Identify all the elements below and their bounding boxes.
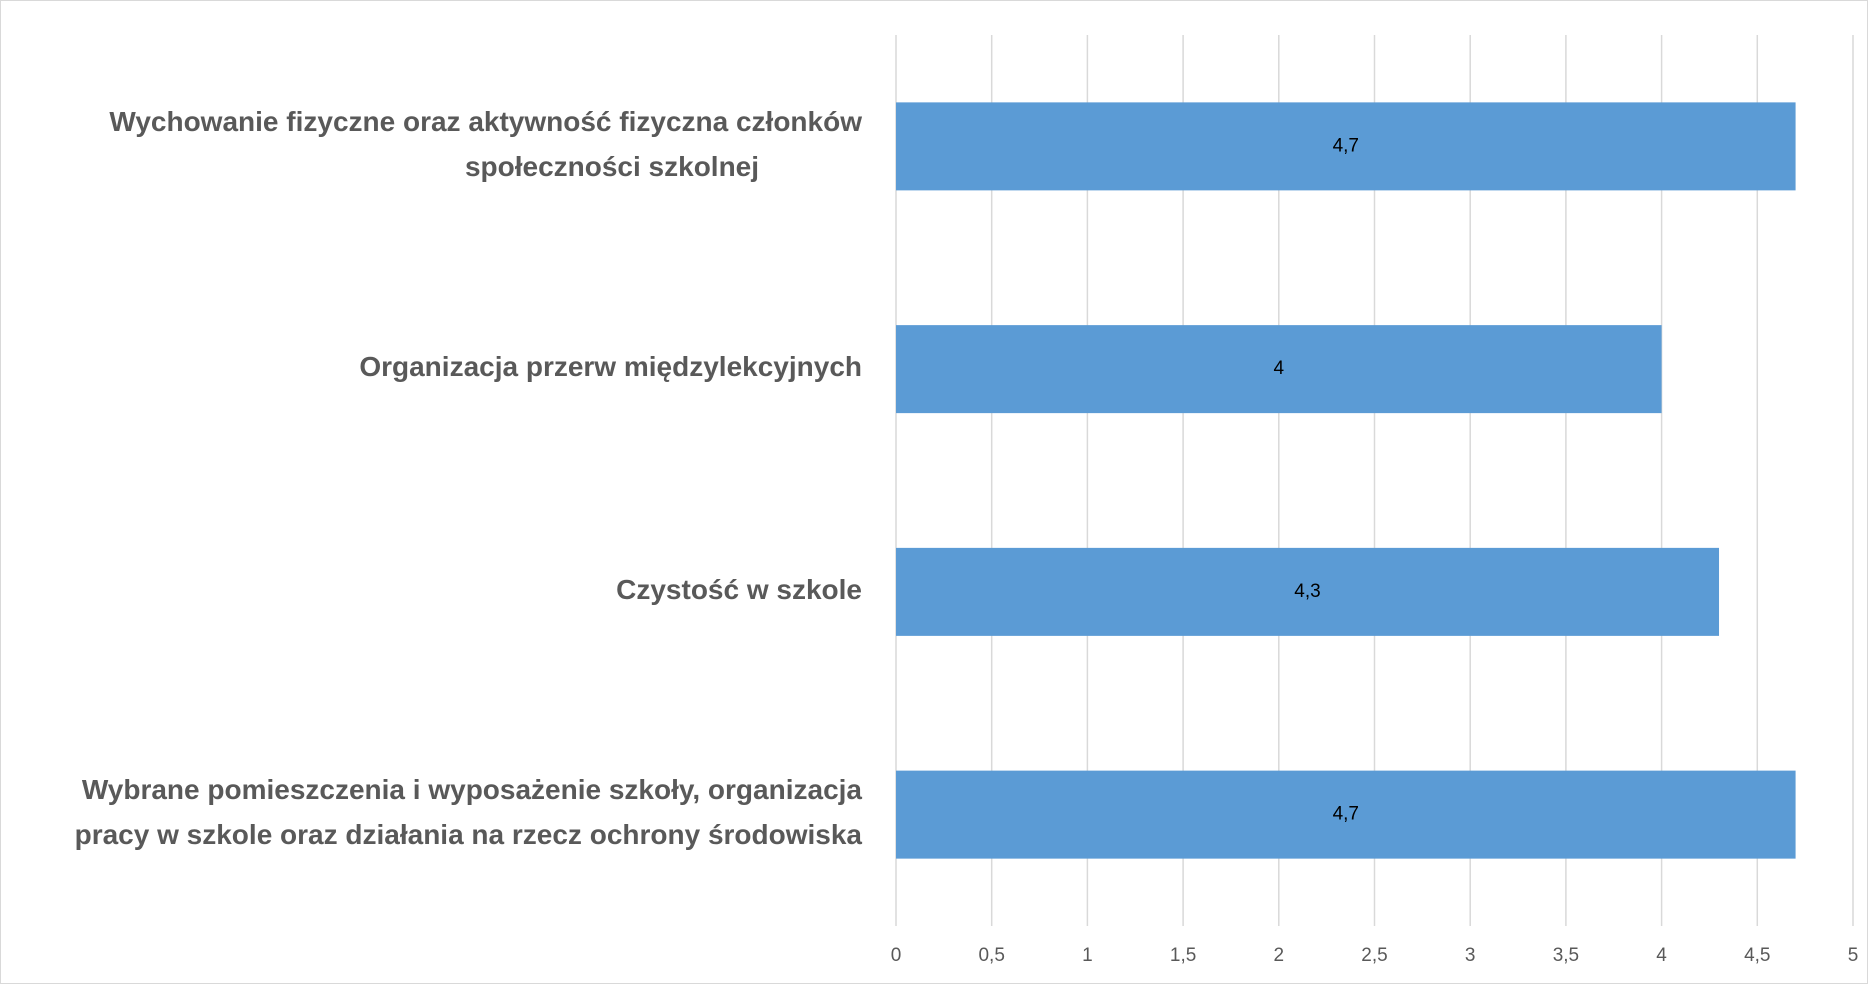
value-label: 4,7	[1333, 804, 1359, 825]
value-label: 4,3	[1294, 581, 1320, 602]
x-tick-label: 5	[1848, 945, 1859, 966]
category-label: Wybrane pomieszczenia i wyposażenie szko…	[75, 775, 863, 851]
x-tick-label: 2,5	[1361, 945, 1387, 966]
x-tick-label: 3,5	[1553, 945, 1579, 966]
bar	[896, 547, 1720, 636]
category-label: Organizacja przerw międzylekcyjnych	[359, 352, 862, 383]
bar	[896, 325, 1662, 414]
value-label: 4,7	[1333, 135, 1359, 156]
category-label: Czystość w szkole	[616, 574, 862, 605]
x-tick-label: 1,5	[1170, 945, 1196, 966]
bar	[896, 102, 1796, 191]
category-line: Czystość w szkole	[616, 574, 862, 605]
category-line: Wybrane pomieszczenia i wyposażenie szko…	[82, 775, 863, 806]
category-line: społeczności szkolnej	[465, 151, 759, 182]
category-line: pracy w szkole oraz działania na rzecz o…	[75, 820, 863, 851]
bar	[896, 770, 1796, 859]
category-line: Wychowanie fizyczne oraz aktywność fizyc…	[109, 106, 862, 137]
x-tick-label: 3	[1465, 945, 1476, 966]
x-tick-label: 1	[1082, 945, 1093, 966]
category-line: Organizacja przerw międzylekcyjnych	[359, 352, 862, 383]
category-label: Wychowanie fizyczne oraz aktywność fizyc…	[109, 106, 862, 182]
value-label: 4	[1274, 358, 1285, 379]
x-tick-label: 0	[891, 945, 902, 966]
x-tick-label: 4,5	[1744, 945, 1770, 966]
x-tick-label: 4	[1656, 945, 1667, 966]
x-tick-label: 0,5	[978, 945, 1004, 966]
x-tick-label: 2	[1274, 945, 1285, 966]
